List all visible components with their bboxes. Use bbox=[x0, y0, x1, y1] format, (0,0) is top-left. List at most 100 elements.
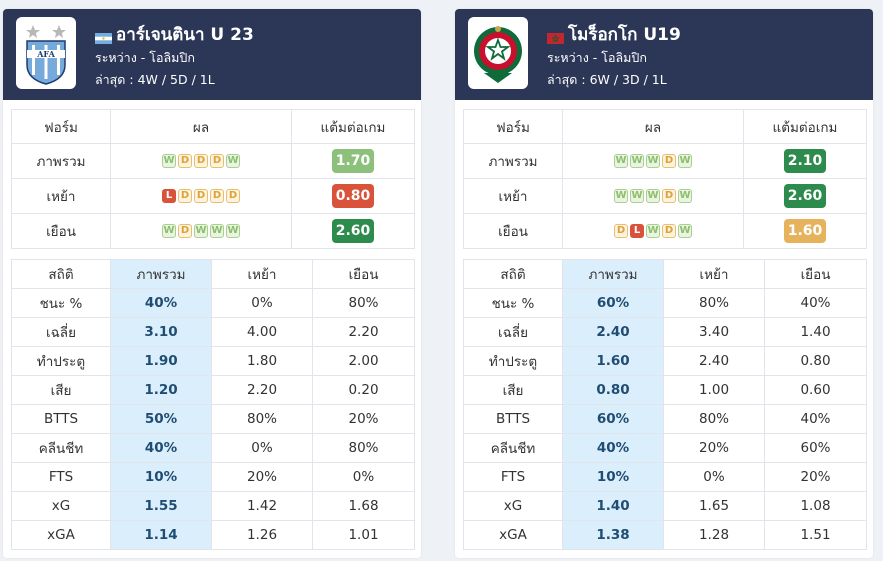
stat-away: 20% bbox=[312, 404, 415, 434]
result-chip: D bbox=[194, 189, 208, 203]
stats-row: xGA 1.14 1.26 1.01 bbox=[11, 520, 415, 550]
stat-home: 2.40 bbox=[663, 346, 765, 376]
stat-overall: 50% bbox=[110, 404, 212, 434]
stat-label: FTS bbox=[11, 462, 111, 492]
stat-home: 1.00 bbox=[663, 375, 765, 405]
team-header: โมร็อกโก U19 ระหว่าง - โอลิมปิก ล่าสุด :… bbox=[455, 9, 873, 100]
form-label: เยือน bbox=[11, 213, 111, 249]
ppg-badge: 0.80 bbox=[332, 184, 374, 208]
stat-label: เฉลี่ย bbox=[463, 317, 563, 347]
result-chip: D bbox=[614, 224, 628, 238]
stat-home: 1.26 bbox=[211, 520, 313, 550]
stat-overall: 1.20 bbox=[110, 375, 212, 405]
stat-home: 1.65 bbox=[663, 491, 765, 521]
ppg-header: แต้มต่อเกม bbox=[743, 109, 867, 144]
ppg-badge: 2.60 bbox=[784, 184, 826, 208]
result-chip: D bbox=[194, 154, 208, 168]
overall-header: ภาพรวม bbox=[110, 259, 212, 289]
result-chip: D bbox=[210, 154, 224, 168]
stat-label: เสีย bbox=[11, 375, 111, 405]
stat-overall: 40% bbox=[110, 288, 212, 318]
stat-away: 2.20 bbox=[312, 317, 415, 347]
form-header: ฟอร์ม bbox=[11, 109, 111, 144]
team-name: อาร์เจนตินา U 23 bbox=[116, 25, 254, 45]
stat-overall: 1.60 bbox=[562, 346, 664, 376]
stats-table: สถิติ ภาพรวม เหย้า เยือน ชนะ % 60% 80% 40% … bbox=[463, 259, 867, 550]
morocco-flag-icon bbox=[547, 29, 564, 44]
result-chip: W bbox=[226, 154, 240, 168]
stats-row: เสีย 0.80 1.00 0.60 bbox=[463, 375, 867, 405]
stat-away: 40% bbox=[764, 288, 867, 318]
team-title: อาร์เจนตินา U 23 bbox=[95, 21, 254, 48]
result-chip: W bbox=[194, 224, 208, 238]
result-chip: W bbox=[162, 224, 176, 238]
ppg-cell: 1.70 bbox=[291, 143, 415, 179]
stat-overall: 60% bbox=[562, 404, 664, 434]
result-header: ผล bbox=[562, 109, 744, 144]
stats-row: คลีนชีท 40% 20% 60% bbox=[463, 433, 867, 463]
stats-header-row: สถิติ ภาพรวม เหย้า เยือน bbox=[11, 259, 415, 289]
result-chip: W bbox=[162, 154, 176, 168]
stat-label: ชนะ % bbox=[11, 288, 111, 318]
stat-overall: 1.40 bbox=[562, 491, 664, 521]
stat-away: 0.80 bbox=[764, 346, 867, 376]
stat-home: 2.20 bbox=[211, 375, 313, 405]
result-chip: W bbox=[614, 154, 628, 168]
result-chip: D bbox=[226, 189, 240, 203]
result-chip: D bbox=[662, 154, 676, 168]
stats-row: ทำประตู 1.90 1.80 2.00 bbox=[11, 346, 415, 376]
stat-home: 1.28 bbox=[663, 520, 765, 550]
stats-row: xG 1.55 1.42 1.68 bbox=[11, 491, 415, 521]
result-chip: W bbox=[646, 154, 660, 168]
form-header: ฟอร์ม bbox=[463, 109, 563, 144]
stat-overall: 40% bbox=[110, 433, 212, 463]
stat-home: 3.40 bbox=[663, 317, 765, 347]
result-chip: W bbox=[630, 154, 644, 168]
result-chip: D bbox=[662, 224, 676, 238]
stat-label: FTS bbox=[463, 462, 563, 492]
stat-label: ชนะ % bbox=[463, 288, 563, 318]
stat-away: 0.20 bbox=[312, 375, 415, 405]
result-chip: W bbox=[210, 224, 224, 238]
result-header: ผล bbox=[110, 109, 292, 144]
stat-label: เฉลี่ย bbox=[11, 317, 111, 347]
result-chip: W bbox=[630, 189, 644, 203]
team-header: AFA อาร์เจนตินา U 23 ระหว่าง - โอลิมปิก … bbox=[3, 9, 421, 100]
stat-label: xG bbox=[463, 491, 563, 521]
stats-header: สถิติ bbox=[11, 259, 111, 289]
result-chip: W bbox=[646, 224, 660, 238]
form-header-row: ฟอร์ม ผล แต้มต่อเกม bbox=[11, 109, 415, 144]
stat-away: 60% bbox=[764, 433, 867, 463]
frmf-crest-icon bbox=[468, 17, 528, 89]
result-chip: D bbox=[178, 189, 192, 203]
ppg-badge: 2.10 bbox=[784, 149, 826, 173]
stat-away: 1.68 bbox=[312, 491, 415, 521]
stat-overall: 1.55 bbox=[110, 491, 212, 521]
team-card-home: AFA อาร์เจนตินา U 23 ระหว่าง - โอลิมปิก … bbox=[3, 9, 421, 558]
ppg-badge: 1.60 bbox=[784, 219, 826, 243]
ppg-badge: 2.60 bbox=[332, 219, 374, 243]
stat-away: 80% bbox=[312, 288, 415, 318]
stats-row: เฉลี่ย 3.10 4.00 2.20 bbox=[11, 317, 415, 347]
ppg-header: แต้มต่อเกม bbox=[291, 109, 415, 144]
stat-away: 40% bbox=[764, 404, 867, 434]
stats-header: สถิติ bbox=[463, 259, 563, 289]
away-header: เยือน bbox=[764, 259, 867, 289]
stat-label: xG bbox=[11, 491, 111, 521]
result-chip: D bbox=[178, 154, 192, 168]
form-label: เหย้า bbox=[463, 178, 563, 214]
form-label: เยือน bbox=[463, 213, 563, 249]
stat-overall: 0.80 bbox=[562, 375, 664, 405]
stat-overall: 1.90 bbox=[110, 346, 212, 376]
stat-home: 20% bbox=[663, 433, 765, 463]
stats-row: BTTS 60% 80% 40% bbox=[463, 404, 867, 434]
